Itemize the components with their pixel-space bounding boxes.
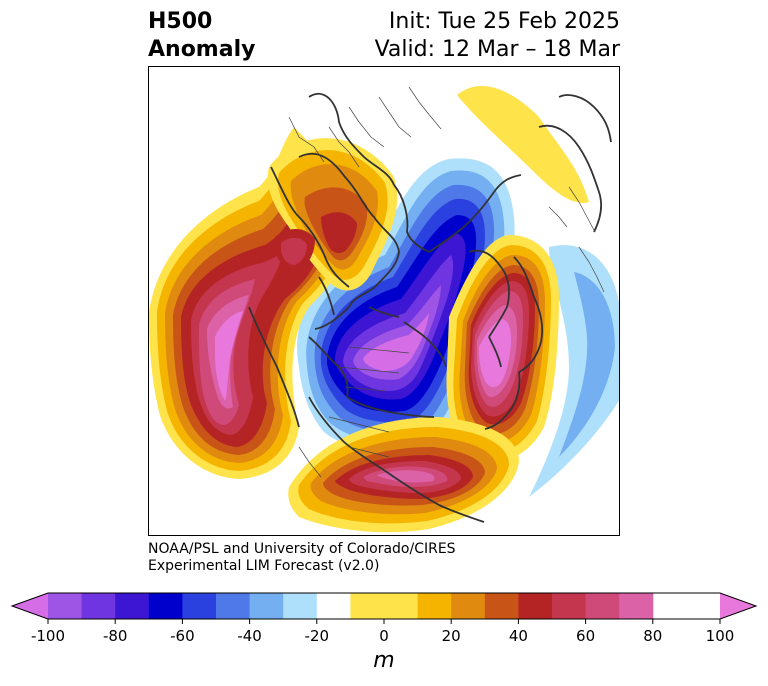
init-date: Init: Tue 25 Feb 2025 — [388, 9, 620, 34]
colorbar — [10, 592, 758, 624]
colorbar-bin — [417, 593, 452, 619]
colorbar-bin — [249, 593, 284, 619]
colorbar-extend-high — [720, 593, 756, 619]
colorbar-bin — [216, 593, 251, 619]
date-title: Init: Tue 25 Feb 2025 Valid: 12 Mar – 18… — [375, 8, 620, 64]
field-title-line2: Anomaly — [148, 37, 256, 62]
colorbar-bin — [81, 593, 116, 619]
colorbar-bin — [148, 593, 183, 619]
credit-line1: NOAA/PSL and University of Colorado/CIRE… — [148, 541, 456, 557]
positive-anomaly-siberia — [288, 417, 519, 533]
colorbar-bin — [48, 593, 83, 619]
colorbar-bin — [182, 593, 217, 619]
colorbar-tick-label: 0 — [379, 627, 389, 645]
negative-anomaly-east — [529, 245, 619, 497]
colorbar-tick-label: 40 — [508, 627, 528, 645]
colorbar-tick-label: -60 — [170, 627, 195, 645]
colorbar-tick-label: -40 — [237, 627, 262, 645]
colorbar-bin — [115, 593, 150, 619]
colorbar-tick-label: 80 — [643, 627, 663, 645]
colorbar-bin — [350, 593, 419, 619]
colorbar-tick-label: -100 — [30, 627, 66, 645]
colorbar-extend-low — [12, 593, 48, 619]
field-title: H500 Anomaly — [148, 8, 255, 64]
valid-range: Valid: 12 Mar – 18 Mar — [374, 37, 620, 62]
credit-line2: Experimental LIM Forecast (v2.0) — [148, 558, 380, 574]
anomaly-map — [148, 66, 620, 536]
colorbar-unit-label: m — [373, 648, 395, 673]
colorbar-tick-label: 100 — [705, 627, 735, 645]
colorbar-bin — [585, 593, 620, 619]
colorbar-bin — [518, 593, 553, 619]
positive-anomaly-atlantic — [446, 235, 559, 464]
colorbar-bin — [451, 593, 486, 619]
credit-text: NOAA/PSL and University of Colorado/CIRE… — [148, 541, 456, 575]
positive-anomaly-top-right — [457, 86, 589, 203]
colorbar-bin — [552, 593, 587, 619]
colorbar-tick-label: -80 — [102, 627, 128, 645]
colorbar-tick-label: -20 — [304, 627, 330, 645]
colorbar-bin — [316, 593, 351, 619]
colorbar-bin — [283, 593, 318, 619]
colorbar-tick-label: 20 — [441, 627, 461, 645]
anomaly-map-svg — [149, 86, 619, 533]
colorbar-tick-label: 60 — [576, 627, 596, 645]
colorbar-bin — [484, 593, 519, 619]
positive-anomaly-canada — [267, 138, 398, 291]
colorbar-bin — [619, 593, 654, 619]
country-borders — [288, 86, 605, 478]
coastlines — [248, 92, 612, 523]
field-title-line1: H500 — [148, 9, 213, 34]
